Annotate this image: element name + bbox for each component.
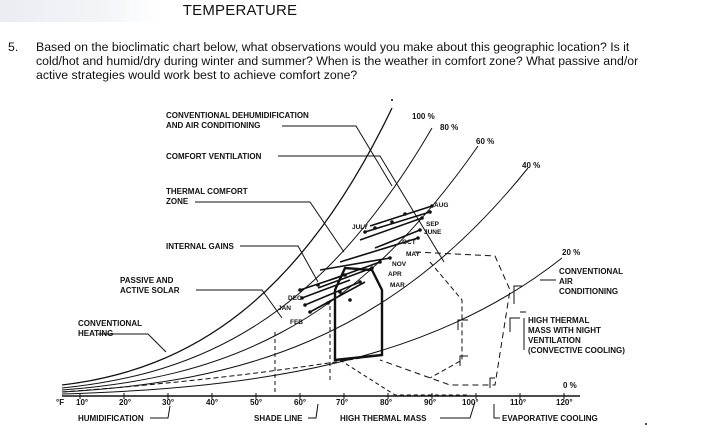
leader-comfort-vent [278, 155, 445, 263]
page-heading: TEMPERATURE [182, 2, 298, 19]
leader-humid [150, 405, 171, 419]
arrow-conv-ac [513, 285, 522, 304]
leader-shade [308, 403, 319, 419]
leader-evap [493, 404, 500, 419]
curve-20 [61, 257, 563, 395]
x-axis-ticks [79, 393, 565, 399]
label-conv-ac-1: CONVENTIONAL [559, 267, 623, 276]
month-apr: APR [388, 271, 402, 278]
rh-label-40: 40 % [522, 161, 540, 170]
comfort-zone [333, 266, 384, 362]
label-internal-gains: INTERNAL GAINS [166, 242, 235, 251]
rh-label-60: 60 % [476, 137, 494, 146]
leader-thermal [195, 201, 345, 253]
curve-100 [61, 107, 393, 386]
leader-htm [440, 401, 476, 419]
x-tick-50: 50° [250, 398, 262, 407]
x-tick-60: 60° [294, 398, 306, 407]
question-text: Based on the bioclimatic chart below, wh… [36, 40, 639, 83]
arrow-night [509, 317, 520, 332]
label-htm-night-4: (CONVECTIVE COOLING) [528, 346, 625, 355]
rh-label-80: 80 % [440, 123, 458, 132]
x-tick-10: 10° [76, 398, 88, 407]
curve-60 [61, 145, 479, 391]
label-evap: EVAPORATIVE COOLING [502, 414, 598, 423]
label-conv-heat-2: HEATING [78, 329, 113, 338]
month-july: JULY [352, 224, 369, 231]
rh-label-0: 0 % [563, 381, 577, 390]
arrow-1 [457, 319, 468, 330]
label-humidification: HUMIDIFICATION [78, 414, 144, 423]
zone-conv-ac [379, 251, 511, 386]
month-mar: MAR [390, 282, 405, 289]
month-points [298, 99, 647, 425]
label-conv-heat-1: CONVENTIONAL [78, 319, 142, 328]
label-htm-night-2: MASS WITH NIGHT [528, 326, 601, 335]
question-number: 5. [8, 40, 19, 54]
label-conv-ac-3: CONDITIONING [559, 287, 618, 296]
leader-internal [240, 245, 319, 283]
x-tick-100: 100° [462, 398, 479, 407]
x-tick-110: 110° [510, 398, 526, 407]
month-sep: SEP [426, 221, 440, 228]
month-jan: JAN [278, 305, 291, 312]
bioclimatic-chart: CONVENTIONAL DEHUMIDIFICATION AND AIR CO… [56, 99, 647, 425]
x-tick-unit: °F [56, 398, 64, 407]
x-tick-80: 80° [380, 398, 392, 407]
x-tick-120: 120° [556, 398, 573, 407]
label-conv-ac-2: AIR [559, 277, 573, 286]
month-may: MAY [406, 251, 421, 258]
leader-night [520, 311, 526, 350]
x-tick-30: 30° [162, 398, 174, 407]
label-passive-2: ACTIVE SOLAR [120, 286, 180, 295]
label-comfort-vent: COMFORT VENTILATION [166, 152, 262, 161]
curve-dashed [61, 354, 381, 393]
climate-lines [299, 205, 433, 313]
leader-dehum [282, 125, 393, 187]
x-tick-40: 40° [206, 398, 218, 407]
rh-label-20: 20 % [562, 248, 580, 257]
header-smudge [0, 0, 160, 22]
month-feb: FEB [290, 319, 303, 326]
x-tick-20: 20° [119, 398, 131, 407]
arrow-3 [489, 377, 495, 388]
x-tick-70: 70° [336, 398, 348, 407]
curve-80 [61, 127, 433, 389]
label-htm-night-3: VENTILATION [528, 336, 581, 345]
month-oct: OCT [402, 239, 416, 246]
label-thermal-2: ZONE [166, 197, 189, 206]
zone-night-vent [429, 261, 463, 379]
label-thermal-1: THERMAL COMFORT [166, 187, 248, 196]
label-high-thermal-mass: HIGH THERMAL MASS [340, 414, 427, 423]
label-dehum-2: AND AIR CONDITIONING [166, 121, 260, 130]
x-tick-90: 90° [424, 398, 436, 407]
label-dehum-1: CONVENTIONAL DEHUMIDIFICATION [166, 111, 309, 120]
label-htm-night-1: HIGH THERMAL [528, 316, 589, 325]
label-shade-line: SHADE LINE [254, 414, 303, 423]
leader-conv-heat [98, 333, 167, 353]
month-aug: AUG [434, 202, 448, 209]
rh-label-100: 100 % [412, 112, 435, 121]
zone-evap [339, 359, 470, 396]
month-dec: DEC [288, 295, 302, 302]
month-nov: NOV [392, 261, 407, 268]
leader-passive [196, 289, 283, 319]
arrow-2 [459, 355, 468, 366]
label-passive-1: PASSIVE AND [120, 276, 174, 285]
month-june: JUNE [424, 229, 442, 236]
